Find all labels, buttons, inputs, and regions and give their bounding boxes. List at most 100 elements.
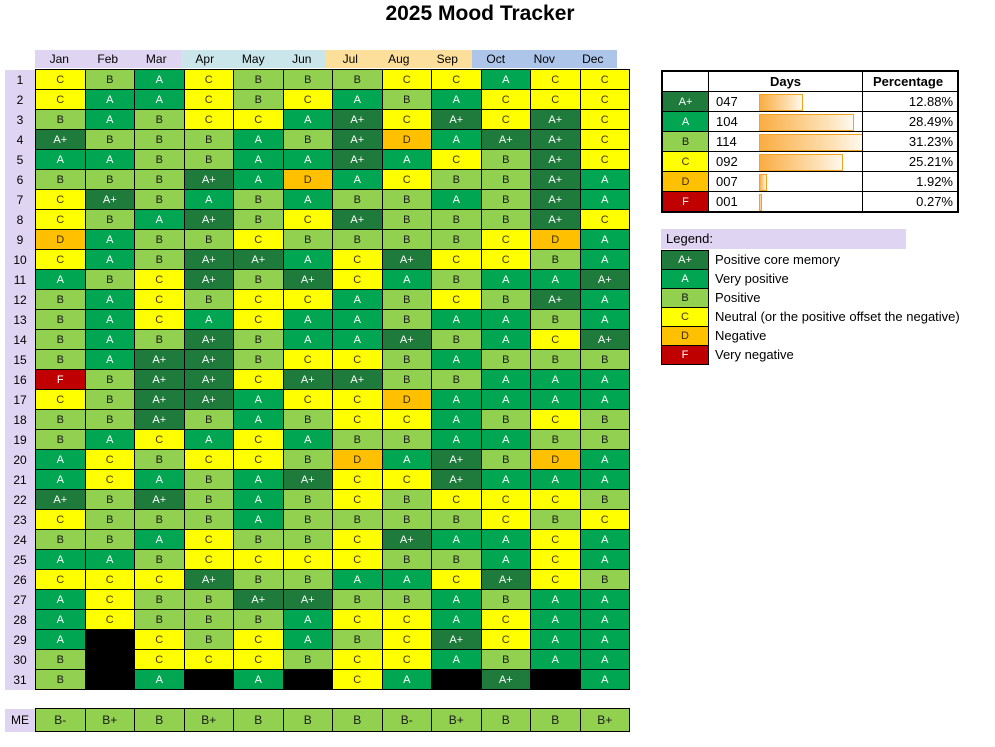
- mood-cell[interactable]: B: [233, 569, 284, 590]
- mood-cell[interactable]: B: [84, 129, 135, 150]
- mood-cell[interactable]: B: [183, 489, 234, 510]
- mood-cell[interactable]: C: [530, 489, 581, 510]
- mood-cell[interactable]: C: [530, 549, 581, 570]
- mood-cell[interactable]: A+: [381, 329, 432, 350]
- mood-cell[interactable]: C: [480, 629, 531, 650]
- mood-cell[interactable]: B: [282, 529, 333, 550]
- mood-cell[interactable]: C: [332, 649, 383, 670]
- mood-cell[interactable]: C: [183, 109, 234, 130]
- mood-cell[interactable]: C: [579, 509, 630, 530]
- mood-cell[interactable]: A: [134, 89, 185, 110]
- mood-cell[interactable]: A: [282, 149, 333, 170]
- mood-cell[interactable]: B: [134, 189, 185, 210]
- mood-cell[interactable]: B: [183, 129, 234, 150]
- mood-cell[interactable]: B: [431, 269, 482, 290]
- mood-cell[interactable]: A: [35, 449, 86, 470]
- mood-cell[interactable]: B: [431, 169, 482, 190]
- mood-cell[interactable]: B: [84, 489, 135, 510]
- mood-cell[interactable]: B: [183, 509, 234, 530]
- month-header-jan[interactable]: Jan: [35, 50, 84, 68]
- me-grade-cell[interactable]: B+: [579, 708, 630, 732]
- grade-swatch-cell[interactable]: F: [661, 191, 709, 213]
- mood-cell[interactable]: A: [431, 389, 482, 410]
- mood-cell[interactable]: C: [282, 289, 333, 310]
- mood-cell[interactable]: C: [233, 549, 284, 570]
- mood-cell[interactable]: A: [35, 269, 86, 290]
- me-grade-cell[interactable]: B: [332, 708, 383, 732]
- days-cell[interactable]: 001: [708, 191, 863, 213]
- mood-cell[interactable]: A: [84, 429, 135, 450]
- mood-cell[interactable]: B: [480, 289, 531, 310]
- mood-cell[interactable]: A: [431, 89, 482, 110]
- mood-cell[interactable]: C: [332, 269, 383, 290]
- mood-cell[interactable]: B: [332, 429, 383, 450]
- mood-cell[interactable]: B: [233, 329, 284, 350]
- mood-cell[interactable]: B: [35, 289, 86, 310]
- mood-cell[interactable]: B: [134, 589, 185, 610]
- mood-cell[interactable]: B: [579, 569, 630, 590]
- mood-cell[interactable]: A: [233, 509, 284, 530]
- mood-cell[interactable]: B: [35, 649, 86, 670]
- mood-cell[interactable]: A: [134, 209, 185, 230]
- mood-cell[interactable]: A+: [183, 169, 234, 190]
- mood-cell[interactable]: C: [332, 529, 383, 550]
- mood-cell[interactable]: A: [530, 389, 581, 410]
- mood-cell[interactable]: A: [134, 69, 185, 90]
- mood-cell[interactable]: A: [579, 389, 630, 410]
- mood-cell[interactable]: B: [183, 469, 234, 490]
- mood-cell[interactable]: A: [282, 609, 333, 630]
- mood-cell[interactable]: B: [35, 309, 86, 330]
- mood-cell[interactable]: B: [431, 369, 482, 390]
- mood-cell[interactable]: B: [480, 409, 531, 430]
- mood-cell[interactable]: B: [381, 549, 432, 570]
- mood-cell[interactable]: A: [134, 669, 185, 690]
- mood-cell[interactable]: A+: [530, 189, 581, 210]
- mood-cell[interactable]: A+: [134, 389, 185, 410]
- mood-cell[interactable]: C: [35, 89, 86, 110]
- mood-cell[interactable]: B: [480, 449, 531, 470]
- mood-cell[interactable]: A: [480, 389, 531, 410]
- mood-cell[interactable]: A: [381, 269, 432, 290]
- mood-cell[interactable]: A: [480, 469, 531, 490]
- percentage-value[interactable]: 0.27%: [862, 191, 959, 213]
- mood-cell[interactable]: B: [381, 309, 432, 330]
- mood-cell[interactable]: C: [332, 409, 383, 430]
- mood-cell[interactable]: A+: [579, 329, 630, 350]
- mood-cell[interactable]: C: [381, 629, 432, 650]
- mood-cell[interactable]: C: [381, 649, 432, 670]
- mood-cell[interactable]: C: [183, 89, 234, 110]
- me-grade-cell[interactable]: B+: [431, 708, 482, 732]
- mood-cell[interactable]: B: [480, 209, 531, 230]
- mood-cell[interactable]: B: [183, 149, 234, 170]
- me-grade-cell[interactable]: B-: [35, 708, 86, 732]
- mood-cell[interactable]: C: [233, 309, 284, 330]
- mood-cell[interactable]: A+: [332, 149, 383, 170]
- mood-cell[interactable]: A: [134, 529, 185, 550]
- mood-cell[interactable]: B: [233, 529, 284, 550]
- mood-cell[interactable]: A: [282, 429, 333, 450]
- mood-cell[interactable]: B: [35, 169, 86, 190]
- mood-cell[interactable]: B: [35, 329, 86, 350]
- mood-cell[interactable]: C: [431, 69, 482, 90]
- mood-cell[interactable]: B: [233, 189, 284, 210]
- mood-cell[interactable]: A+: [183, 209, 234, 230]
- mood-cell[interactable]: B: [381, 489, 432, 510]
- mood-cell[interactable]: C: [282, 209, 333, 230]
- mood-cell[interactable]: B: [84, 389, 135, 410]
- mood-cell[interactable]: B: [332, 589, 383, 610]
- percentage-value[interactable]: 28.49%: [862, 111, 959, 132]
- mood-cell[interactable]: C: [579, 69, 630, 90]
- mood-cell[interactable]: A+: [480, 669, 531, 690]
- mood-cell[interactable]: B: [84, 209, 135, 230]
- mood-cell[interactable]: D: [381, 389, 432, 410]
- mood-cell[interactable]: B: [134, 549, 185, 570]
- mood-cell[interactable]: C: [332, 609, 383, 630]
- month-header-mar[interactable]: Mar: [132, 50, 181, 68]
- mood-cell[interactable]: C: [431, 569, 482, 590]
- mood-cell[interactable]: A: [579, 669, 630, 690]
- month-header-may[interactable]: May: [229, 50, 278, 68]
- me-grade-cell[interactable]: B: [282, 708, 333, 732]
- mood-cell[interactable]: B: [134, 149, 185, 170]
- mood-cell[interactable]: B: [134, 129, 185, 150]
- mood-cell[interactable]: A: [233, 469, 284, 490]
